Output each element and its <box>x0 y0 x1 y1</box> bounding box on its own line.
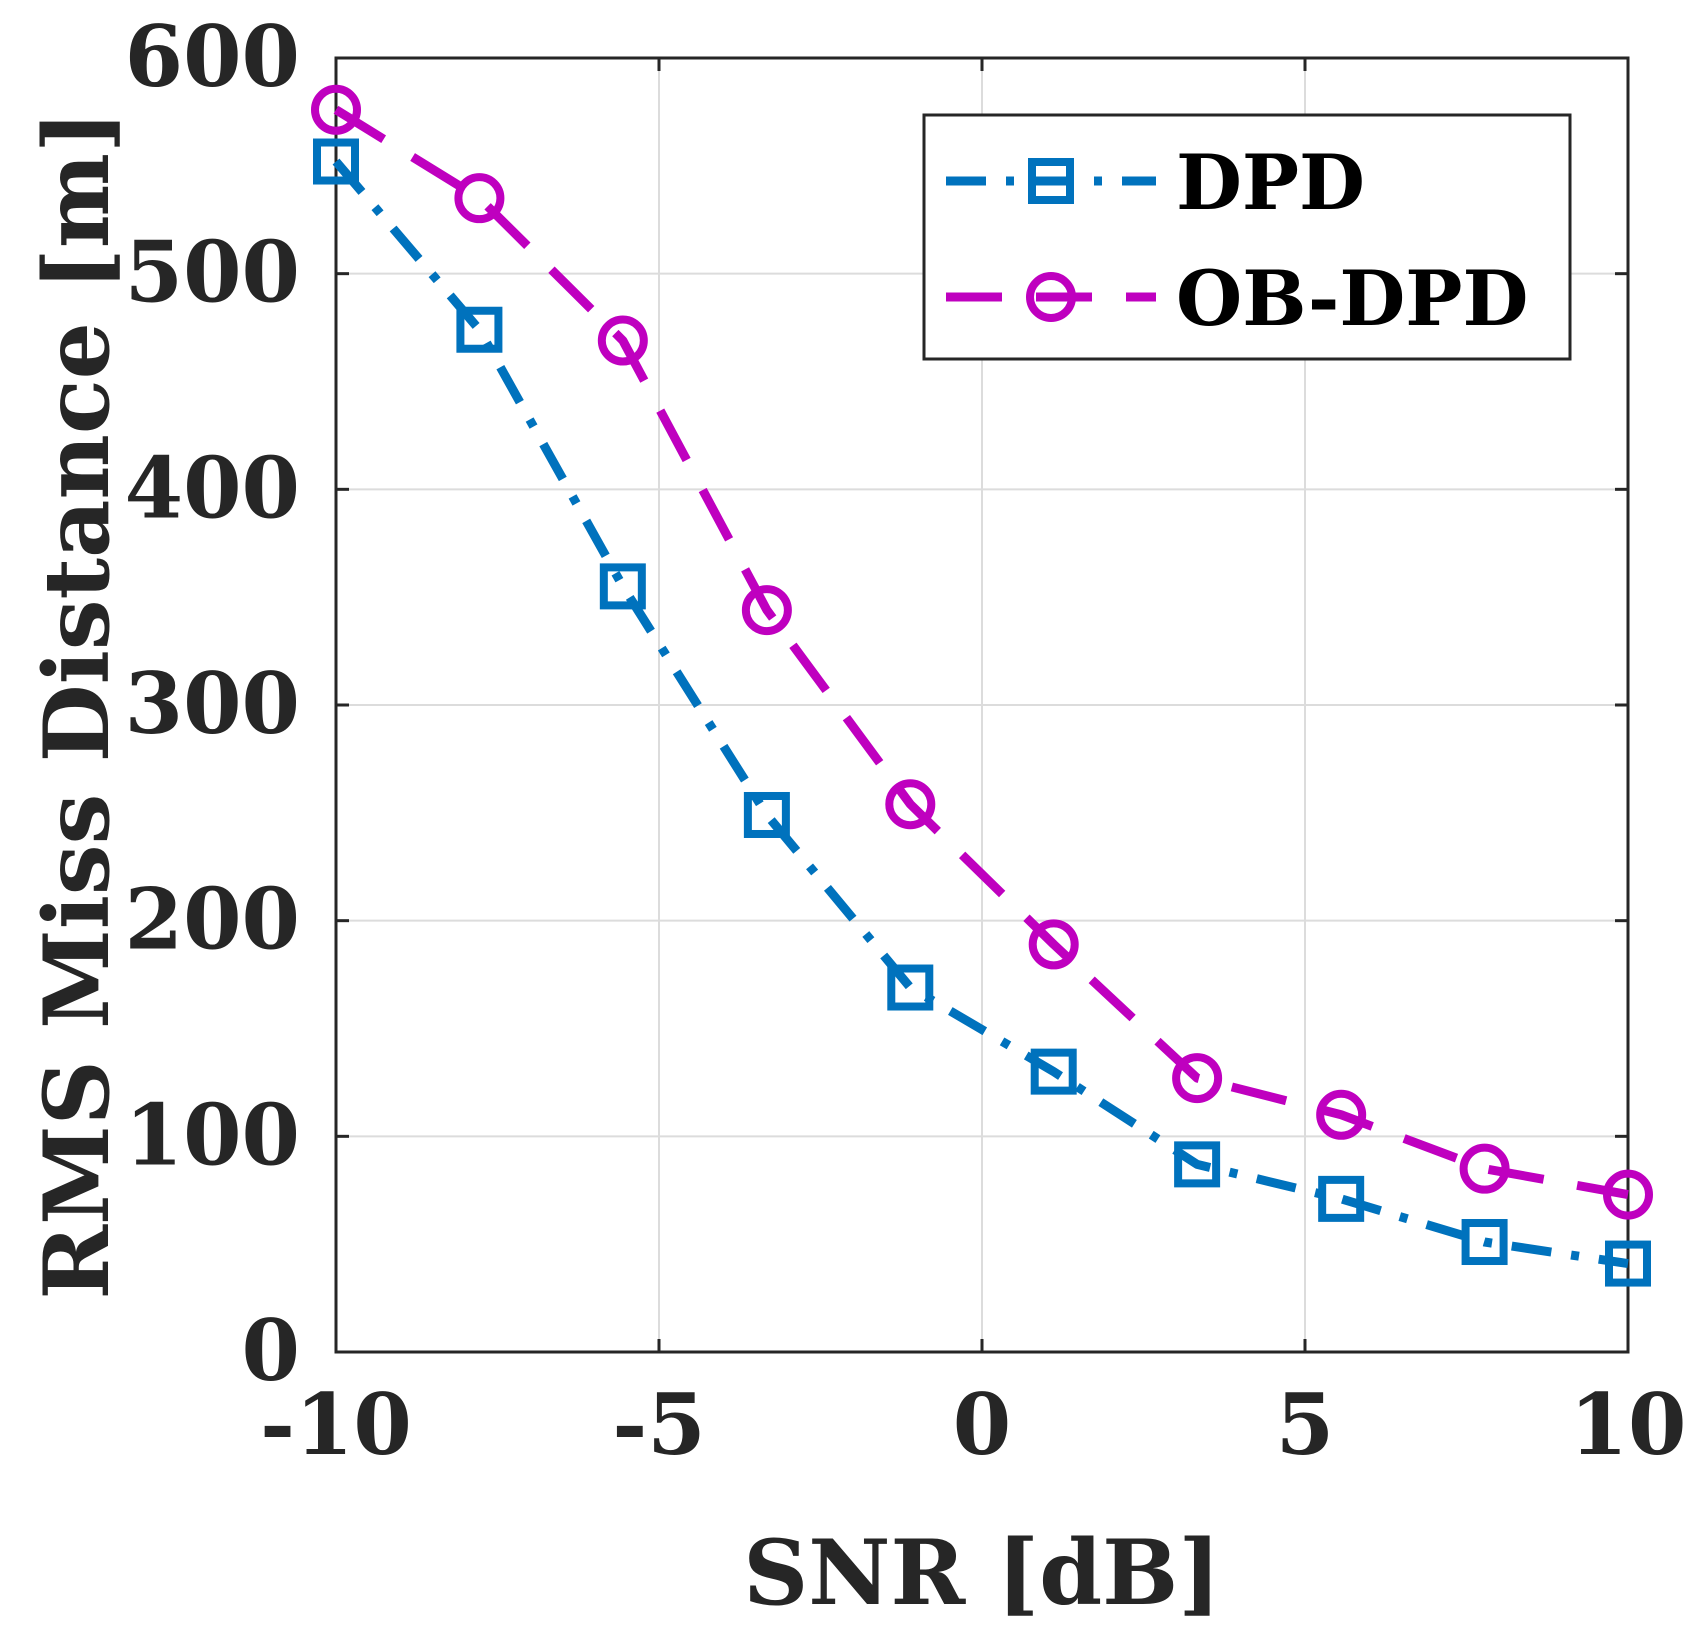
data-point-dpd <box>887 964 934 1011</box>
data-point-ob-dpd <box>1028 919 1079 970</box>
data-point-dpd <box>313 138 359 185</box>
x-axis-title: SNR [dB] <box>743 1520 1221 1626</box>
legend-entry-ob-dpd: OB-DPD <box>946 254 1528 343</box>
y-axis-tick-labels: 0 100 200 300 400 500 600 <box>125 7 300 1400</box>
y-tick-label: 400 <box>125 438 300 537</box>
x-tick-label: 10 <box>1570 1375 1687 1474</box>
y-tick-label: 300 <box>125 654 300 753</box>
data-point-ob-dpd <box>1316 1089 1367 1140</box>
y-tick-label: 500 <box>125 223 300 322</box>
legend-entry-dpd: DPD <box>946 138 1365 227</box>
series-line-dpd <box>332 158 1629 1269</box>
data-point-ob-dpd <box>454 173 505 224</box>
y-tick-label: 200 <box>125 870 300 969</box>
series-line-ob-dpd <box>333 105 1629 1199</box>
axis-ticks <box>334 56 1630 1354</box>
legend-label-ob-dpd: OB-DPD <box>1176 254 1528 343</box>
legend-swatch-ob-dpd <box>946 272 1156 322</box>
legend-box <box>922 113 1572 361</box>
legend-marker-dpd <box>1028 158 1074 204</box>
data-point-ob-dpd <box>311 84 361 135</box>
data-point-dpd <box>1461 1219 1508 1266</box>
data-series <box>311 84 1653 1287</box>
data-point-dpd <box>743 791 790 838</box>
x-tick-label: -10 <box>260 1375 412 1474</box>
x-tick-label: -5 <box>612 1375 705 1474</box>
series-ob-dpd <box>311 84 1653 1220</box>
data-point-dpd <box>1318 1175 1365 1222</box>
y-tick-label: 100 <box>125 1085 300 1184</box>
y-tick-label: 0 <box>242 1301 300 1400</box>
legend-marker-ob-dpd <box>1026 272 1076 322</box>
y-axis-title: RMS Miss Distance [m] <box>24 110 130 1299</box>
data-point-dpd <box>1030 1048 1077 1095</box>
data-point-ob-dpd <box>1459 1143 1510 1194</box>
data-point-dpd <box>1605 1240 1651 1287</box>
x-tick-label: 5 <box>1276 1375 1334 1474</box>
data-point-ob-dpd <box>741 585 792 636</box>
data-point-dpd <box>599 563 646 610</box>
data-point-dpd <box>1174 1141 1221 1188</box>
data-point-ob-dpd <box>885 779 936 830</box>
y-tick-label: 600 <box>125 7 300 106</box>
legend-swatch-dpd <box>946 158 1156 204</box>
data-point-ob-dpd <box>597 315 648 366</box>
data-point-ob-dpd <box>1172 1053 1223 1104</box>
data-point-dpd <box>456 306 503 353</box>
x-axis-tick-labels: -10 -5 0 5 10 <box>260 1375 1686 1474</box>
series-dpd <box>313 138 1651 1287</box>
legend: DPD OB-DPD <box>922 113 1572 361</box>
data-point-ob-dpd <box>1603 1169 1653 1220</box>
legend-label-dpd: DPD <box>1176 138 1365 227</box>
x-tick-label: 0 <box>953 1375 1011 1474</box>
